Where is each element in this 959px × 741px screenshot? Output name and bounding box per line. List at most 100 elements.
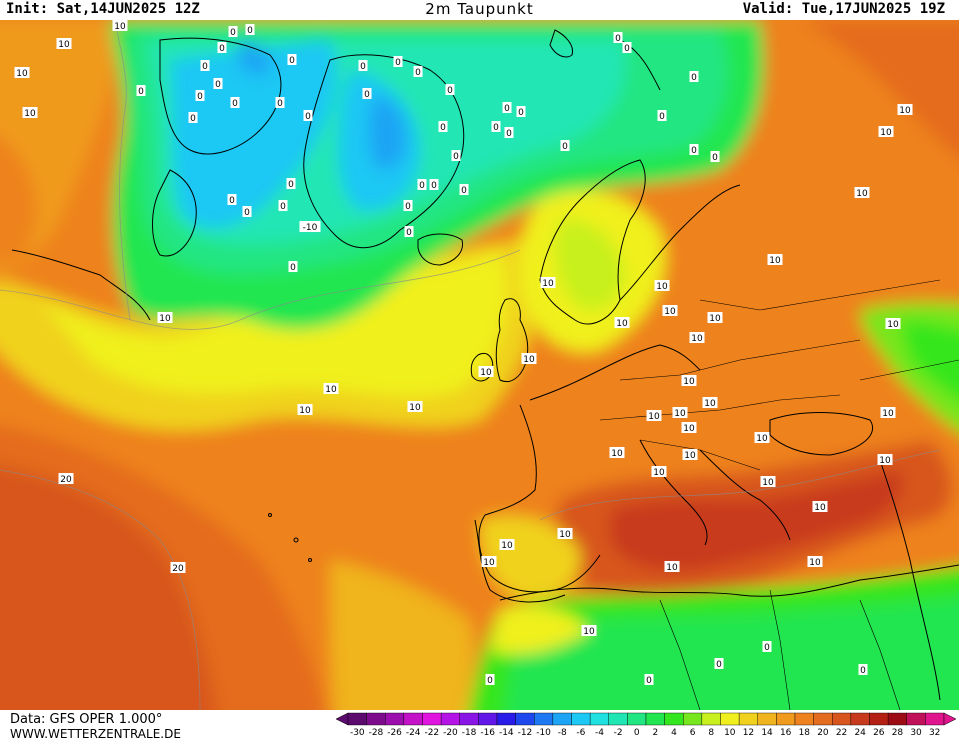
contour-label: 10 [521,353,537,365]
contour-label: 0 [429,179,439,191]
dewpoint-map: 10 10 10 10 0 0 0 0 0 0 0 0 0 0 0 0 0 0 0 0 0 -10 0 0 0 0 0 0 0 0 0 0 0 0… [0,20,959,710]
svg-text:10: 10 [664,307,676,317]
svg-text:0: 0 [712,153,718,163]
svg-text:10: 10 [16,69,28,79]
svg-text:0: 0 [506,129,512,139]
contour-label: 10 [854,187,870,199]
svg-text:0: 0 [415,68,421,78]
contour-label: 10 [499,539,515,551]
svg-text:0: 0 [290,263,296,273]
colorbar-swatch [925,712,945,726]
contour-label: 10 [681,422,697,434]
contour-label: 10 [581,625,597,637]
contour-label: 0 [242,206,252,218]
contour-label: 10 [812,501,828,513]
colorbar-tick-label: 2 [652,728,659,738]
contour-label: 0 [485,674,495,686]
colorbar-tick-label: 26 [873,728,885,738]
contour-label: 10 [609,447,625,459]
svg-text:20: 20 [172,564,184,574]
svg-text:10: 10 [523,355,535,365]
svg-text:0: 0 [624,44,630,54]
svg-text:10: 10 [756,434,768,444]
contour-label: 0 [275,97,285,109]
colorbar-swatch [422,712,442,726]
contour-label: 10 [880,407,896,419]
contour-label: 0 [362,88,372,100]
colorbar-tick-label: 10 [724,728,736,738]
contour-label: 0 [286,178,296,190]
svg-text:0: 0 [289,56,295,66]
contour-label: 20 [58,473,74,485]
svg-text:20: 20 [60,475,72,485]
svg-text:0: 0 [453,152,459,162]
contour-label: 0 [622,42,632,54]
svg-text:10: 10 [704,399,716,409]
valid-time: Valid: Tue,17JUN2025 19Z [742,1,945,17]
colorbar-arrow-max [943,712,957,726]
colorbar-tick-label: -26 [387,728,402,738]
svg-text:-10: -10 [303,223,318,233]
colorbar-swatch [887,712,907,726]
svg-text:10: 10 [674,409,686,419]
svg-text:0: 0 [360,62,366,72]
colorbar-swatch [552,712,572,726]
contour-label: 0 [213,78,223,90]
svg-text:10: 10 [611,449,623,459]
contour-label: 10 [297,404,313,416]
contour-label: 10 [681,375,697,387]
contour-label: 0 [245,24,255,36]
colorbar-tick-label: -20 [443,728,458,738]
contour-label: 0 [459,184,469,196]
contour-label: 0 [710,151,720,163]
svg-text:10: 10 [683,377,695,387]
contour-label: 10 [897,104,913,116]
contour-label: 10 [702,397,718,409]
svg-text:0: 0 [716,660,722,670]
contour-label: 0 [417,179,427,191]
contour-label: 10 [662,305,678,317]
contour-label: 10 [672,407,688,419]
colorbar-swatch [366,712,386,726]
svg-text:0: 0 [405,202,411,212]
contour-label: 0 [228,26,238,38]
svg-text:10: 10 [656,282,668,292]
svg-text:10: 10 [159,314,171,324]
map-title: 2m Taupunkt [425,0,534,18]
svg-text:10: 10 [666,563,678,573]
colorbar-tick-label: -22 [424,728,440,738]
contour-label: 0 [491,121,501,133]
svg-text:10: 10 [616,319,628,329]
colorbar-tick-label: 30 [910,728,922,738]
svg-text:0: 0 [487,676,493,686]
svg-text:0: 0 [493,123,499,133]
colorbar-swatch [496,712,516,726]
svg-text:10: 10 [409,403,421,413]
svg-text:10: 10 [501,541,513,551]
svg-text:10: 10 [483,558,495,568]
svg-text:0: 0 [691,73,697,83]
contour-label: 0 [303,110,313,122]
contour-label: 0 [287,54,297,66]
colorbar-tick-label: -10 [536,728,551,738]
contour-label: 10 [557,528,573,540]
contour-label: 0 [689,144,699,156]
contour-label: 0 [217,42,227,54]
contour-label: 0 [714,658,724,670]
svg-text:0: 0 [440,123,446,133]
contour-label: 10 [707,312,723,324]
colorbar-swatch [645,712,665,726]
website-credit: WWW.WETTERZENTRALE.DE [10,727,181,741]
svg-text:0: 0 [232,99,238,109]
contour-label: 10 [664,561,680,573]
dewpoint-field [0,20,959,710]
contour-label: 0 [504,127,514,139]
colorbar-swatch [608,712,628,726]
svg-text:0: 0 [280,202,286,212]
coastlines [11,29,959,701]
colorbar-tick-label: 24 [854,728,866,738]
svg-text:0: 0 [691,146,697,156]
contour-label: 0 [136,85,146,97]
contour-label: 10 [651,466,667,478]
